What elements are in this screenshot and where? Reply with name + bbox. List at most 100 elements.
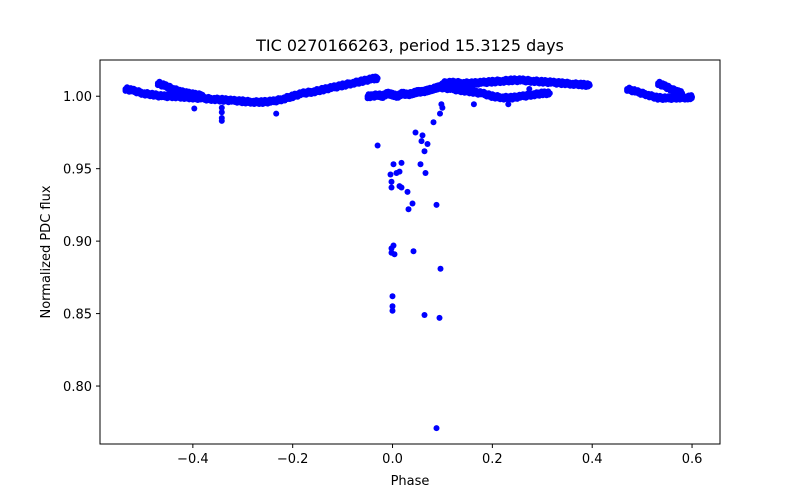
y-tick-label: 0.90 — [63, 235, 92, 250]
data-point — [559, 80, 566, 87]
data-point — [391, 251, 398, 258]
y-tick-label: 0.85 — [63, 308, 92, 323]
data-point — [319, 86, 326, 93]
data-point — [499, 94, 506, 101]
data-point — [389, 307, 396, 314]
data-point — [469, 80, 476, 87]
data-point — [539, 78, 546, 85]
data-point — [209, 96, 216, 103]
data-point — [519, 77, 526, 84]
plot-frame — [99, 59, 721, 445]
data-point — [410, 248, 417, 255]
data-point — [470, 101, 477, 108]
data-point — [421, 148, 428, 155]
data-point — [149, 91, 156, 98]
data-point — [339, 82, 346, 89]
data-point — [218, 109, 225, 116]
data-point — [459, 87, 466, 94]
x-tick-label: 0.2 — [482, 452, 503, 467]
data-point — [417, 161, 424, 168]
data-point — [374, 91, 381, 98]
data-point — [184, 90, 191, 97]
data-point — [434, 84, 441, 91]
data-point — [369, 93, 376, 100]
data-point — [644, 91, 651, 98]
data-point — [269, 98, 276, 105]
data-point — [433, 201, 440, 208]
data-point — [239, 98, 246, 105]
data-point — [177, 88, 184, 95]
data-point — [390, 161, 397, 168]
data-point — [586, 82, 593, 89]
data-point — [422, 170, 429, 176]
data-point — [219, 96, 226, 103]
x-axis-label: Phase — [391, 474, 430, 489]
data-points — [122, 73, 695, 432]
y-tick-label: 0.80 — [63, 380, 92, 395]
data-point — [162, 83, 169, 90]
data-point — [624, 86, 631, 92]
data-point — [654, 94, 661, 101]
data-point — [489, 78, 496, 85]
data-point — [437, 265, 444, 272]
data-point — [546, 90, 553, 97]
data-point — [479, 79, 486, 86]
data-point — [387, 171, 394, 178]
data-point — [419, 132, 426, 139]
data-point — [424, 141, 431, 147]
data-point — [289, 93, 296, 100]
data-point — [388, 178, 395, 185]
data-point — [249, 99, 256, 105]
x-axis-ticks: −0.4 −0.2 0.0 0.2 0.4 0.6 — [177, 444, 702, 467]
data-point — [438, 101, 445, 108]
data-point — [389, 91, 396, 98]
data-point — [349, 80, 356, 87]
y-tick-label: 1.00 — [63, 90, 92, 105]
chart-title: TIC 0270166263, period 15.3125 days — [255, 36, 564, 55]
data-point — [505, 101, 512, 108]
data-point — [404, 91, 411, 98]
data-point — [394, 93, 401, 100]
data-point — [509, 77, 516, 84]
data-point — [359, 78, 366, 84]
data-point — [404, 188, 411, 195]
data-point — [388, 245, 395, 252]
data-point — [529, 78, 536, 84]
data-point — [398, 159, 405, 166]
y-tick-label: 0.95 — [63, 163, 92, 178]
data-point — [374, 75, 381, 82]
data-point — [414, 88, 421, 95]
data-point — [169, 86, 176, 92]
data-point — [229, 97, 236, 104]
data-point — [389, 293, 396, 300]
data-point — [424, 87, 431, 94]
data-point — [364, 93, 371, 100]
data-point — [389, 303, 396, 310]
data-point — [437, 110, 443, 117]
data-point — [689, 94, 695, 100]
data-point — [399, 90, 406, 97]
data-point — [218, 104, 225, 111]
data-point — [668, 86, 675, 92]
data-point — [634, 88, 641, 95]
data-point — [433, 425, 440, 432]
data-point — [279, 96, 286, 103]
data-point — [192, 91, 199, 98]
data-point — [459, 80, 466, 87]
data-point — [396, 168, 403, 175]
data-point — [418, 138, 425, 145]
data-point — [405, 206, 412, 213]
data-point — [398, 184, 405, 191]
data-point — [384, 90, 391, 97]
y-axis-ticks: 0.80 0.85 0.90 0.95 1.00 — [63, 90, 100, 395]
data-point — [526, 86, 533, 92]
data-point — [436, 314, 443, 321]
data-point — [388, 184, 395, 191]
data-point — [191, 105, 198, 112]
data-point — [661, 83, 668, 90]
data-point — [218, 117, 225, 124]
x-tick-label: −0.2 — [277, 452, 309, 467]
data-point — [684, 94, 691, 101]
